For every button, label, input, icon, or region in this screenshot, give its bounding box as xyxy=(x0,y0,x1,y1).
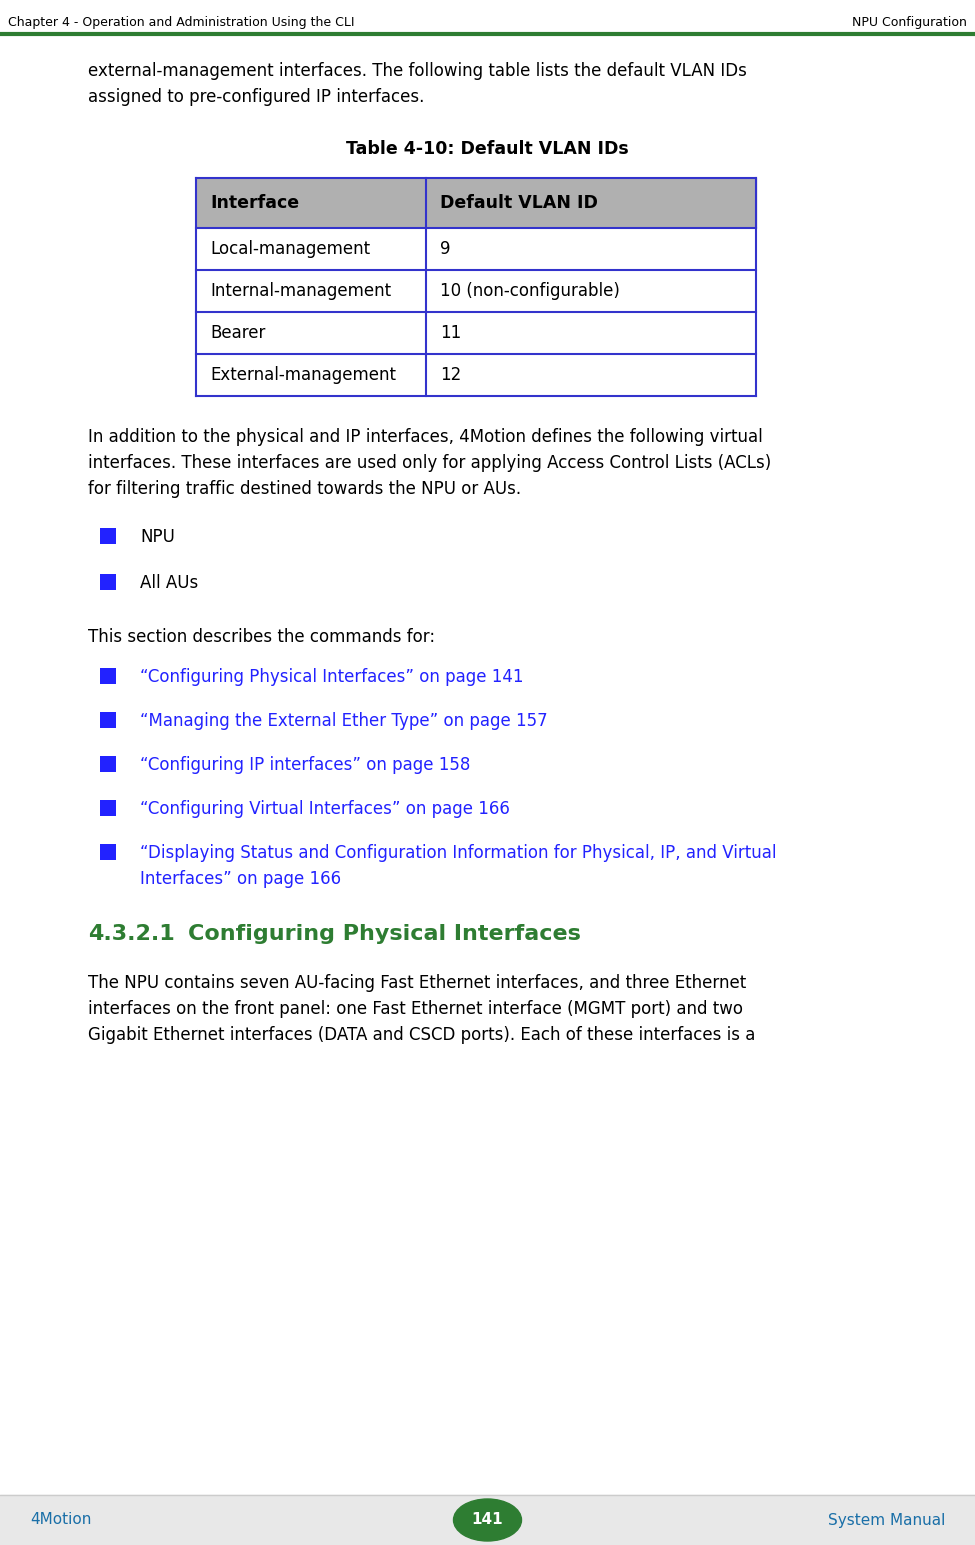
Text: 9: 9 xyxy=(440,239,450,258)
Bar xyxy=(196,354,756,396)
Text: external-management interfaces. The following table lists the default VLAN IDs: external-management interfaces. The foll… xyxy=(88,62,747,80)
Text: External-management: External-management xyxy=(210,366,396,385)
Text: NPU Configuration: NPU Configuration xyxy=(852,15,967,29)
Text: “Configuring Physical Interfaces” on page 141: “Configuring Physical Interfaces” on pag… xyxy=(140,667,524,686)
Bar xyxy=(0,1496,975,1545)
Text: interfaces. These interfaces are used only for applying Access Control Lists (AC: interfaces. These interfaces are used on… xyxy=(88,454,771,473)
Text: “Displaying Status and Configuration Information for Physical, IP, and Virtual: “Displaying Status and Configuration Inf… xyxy=(140,844,776,862)
Text: Default VLAN ID: Default VLAN ID xyxy=(440,195,598,212)
Text: This section describes the commands for:: This section describes the commands for: xyxy=(88,627,435,646)
Text: In addition to the physical and IP interfaces, 4Motion defines the following vir: In addition to the physical and IP inter… xyxy=(88,428,762,447)
Bar xyxy=(196,270,756,312)
Ellipse shape xyxy=(453,1499,522,1540)
Bar xyxy=(196,312,756,354)
Text: “Managing the External Ether Type” on page 157: “Managing the External Ether Type” on pa… xyxy=(140,712,548,729)
Bar xyxy=(196,178,756,229)
Text: 12: 12 xyxy=(440,366,461,385)
Text: Configuring Physical Interfaces: Configuring Physical Interfaces xyxy=(188,924,581,944)
Text: “Configuring Virtual Interfaces” on page 166: “Configuring Virtual Interfaces” on page… xyxy=(140,800,510,817)
Text: All AUs: All AUs xyxy=(140,575,198,592)
Text: 4.3.2.1: 4.3.2.1 xyxy=(88,924,175,944)
Text: Gigabit Ethernet interfaces (DATA and CSCD ports). Each of these interfaces is a: Gigabit Ethernet interfaces (DATA and CS… xyxy=(88,1026,756,1044)
Text: Bearer: Bearer xyxy=(210,324,265,341)
Text: “Configuring IP interfaces” on page 158: “Configuring IP interfaces” on page 158 xyxy=(140,756,470,774)
Text: 11: 11 xyxy=(440,324,461,341)
Text: 141: 141 xyxy=(472,1513,503,1528)
Text: NPU: NPU xyxy=(140,528,175,545)
Text: Interface: Interface xyxy=(210,195,299,212)
Text: System Manual: System Manual xyxy=(828,1513,945,1528)
Text: assigned to pre-configured IP interfaces.: assigned to pre-configured IP interfaces… xyxy=(88,88,424,107)
Bar xyxy=(196,229,756,270)
Text: Chapter 4 - Operation and Administration Using the CLI: Chapter 4 - Operation and Administration… xyxy=(8,15,355,29)
Text: The NPU contains seven AU-facing Fast Ethernet interfaces, and three Ethernet: The NPU contains seven AU-facing Fast Et… xyxy=(88,973,746,992)
Text: Local-management: Local-management xyxy=(210,239,370,258)
Text: Internal-management: Internal-management xyxy=(210,283,391,300)
Text: Interfaces” on page 166: Interfaces” on page 166 xyxy=(140,870,341,888)
Text: 4Motion: 4Motion xyxy=(30,1513,92,1528)
Text: 10 (non-configurable): 10 (non-configurable) xyxy=(440,283,620,300)
Text: Table 4-10: Default VLAN IDs: Table 4-10: Default VLAN IDs xyxy=(346,141,629,158)
Text: for filtering traffic destined towards the NPU or AUs.: for filtering traffic destined towards t… xyxy=(88,480,521,497)
Text: interfaces on the front panel: one Fast Ethernet interface (MGMT port) and two: interfaces on the front panel: one Fast … xyxy=(88,1000,743,1018)
